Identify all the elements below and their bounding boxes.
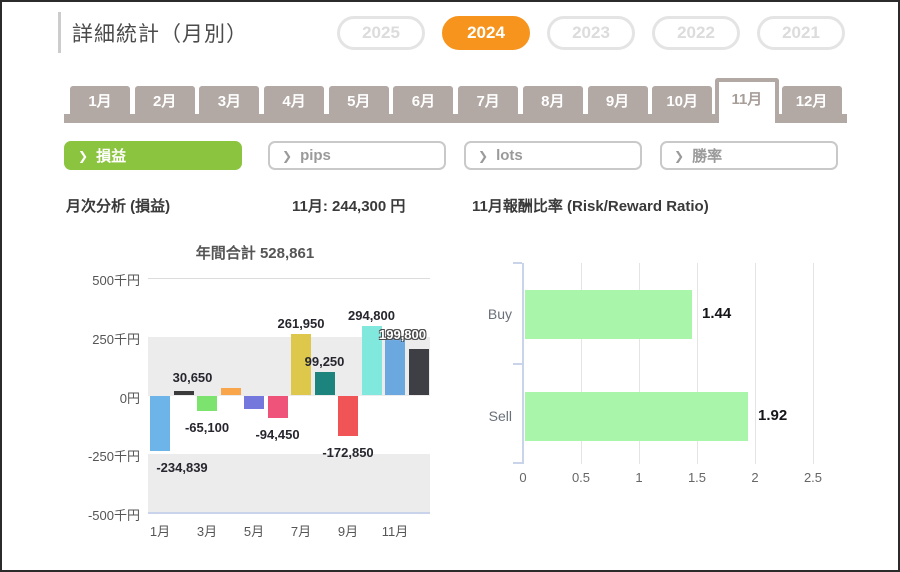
title-accent-bar — [58, 12, 61, 53]
x-axis-label: 9月 — [337, 524, 359, 539]
rr-gridline — [581, 263, 582, 464]
rr-x-axis-label: 2 — [751, 470, 759, 485]
month-tab-5[interactable]: 5月 — [328, 86, 389, 114]
month-tab-3[interactable]: 3月 — [199, 86, 260, 114]
bar-1月 — [150, 395, 170, 451]
y-axis-label: 500千円 — [92, 273, 140, 288]
gridline-500k — [148, 278, 430, 279]
x-axis-label: 1月 — [149, 524, 171, 539]
bar-9月 — [338, 395, 358, 437]
year-pill-2023[interactable]: 2023 — [547, 16, 635, 50]
month-tab-9[interactable]: 9月 — [587, 86, 648, 114]
filter-button-lots[interactable]: ❯ lots — [464, 141, 642, 170]
month-tab-1[interactable]: 1月 — [70, 86, 130, 114]
chevron-right-icon: ❯ — [674, 148, 685, 163]
month-tabs: 1月 2月 3月 4月 5月 6月 7月 8月 9月 10月 11月 12月 — [70, 78, 842, 123]
bar-8月 — [314, 372, 335, 396]
bar-value-label: 30,650 — [172, 370, 213, 386]
year-pill-2022[interactable]: 2022 — [652, 16, 740, 50]
month-tabs-underline — [64, 114, 847, 123]
x-axis-label: 5月 — [243, 524, 265, 539]
risk-reward-chart: 0 0.5 1 1.5 2 2.5 Buy 1.44 Sell 1.92 — [450, 252, 890, 512]
rr-gridline — [813, 263, 814, 464]
y-axis-label: -250千円 — [87, 449, 140, 465]
month-tab-8[interactable]: 8月 — [522, 86, 583, 114]
filter-button-損益[interactable]: ❯ 損益 — [64, 141, 242, 170]
bar-2月 — [173, 390, 194, 396]
annual-total-label: 年間合計 528,861 — [195, 245, 315, 262]
rr-axis-tick — [513, 262, 522, 264]
rr-x-axis-label: 0 — [519, 470, 527, 485]
year-pill-2025[interactable]: 2025 — [337, 16, 425, 50]
y-axis-label: -500千円 — [87, 508, 140, 523]
bar-value-label: -94,450 — [255, 426, 300, 442]
month-tab-11[interactable]: 11月 — [714, 78, 779, 123]
monthly-bar-plot: -234,839 -65,100 30,650 -94,450 261,950 99,25… — [148, 278, 430, 539]
rr-y-axis-line — [522, 263, 524, 464]
month-tab-2[interactable]: 2月 — [134, 86, 195, 114]
bar-value-label: -234,839 — [156, 459, 208, 475]
bar-11月 — [385, 338, 405, 396]
bar-12月 — [408, 348, 429, 396]
rr-gridline — [639, 263, 640, 464]
filter-button-勝率[interactable]: ❯ 勝率 — [660, 141, 838, 170]
page-title: 詳細統計（月別） — [72, 23, 248, 46]
chevron-right-icon: ❯ — [478, 148, 489, 163]
bar-3月 — [197, 395, 217, 411]
bar-value-label: 199,800 — [379, 326, 426, 342]
x-axis-label: 3月 — [196, 524, 218, 539]
rr-category-label: Buy — [487, 306, 512, 322]
rr-category-label: Sell — [488, 408, 512, 424]
month-tab-7[interactable]: 7月 — [458, 86, 519, 114]
rr-gridline — [755, 263, 756, 464]
filter-label: lots — [496, 147, 523, 164]
filter-button-pips[interactable]: ❯ pips — [268, 141, 446, 170]
bar-value-label: 261,950 — [277, 315, 325, 331]
risk-reward-heading: 11月報酬比率 (Risk/Reward Ratio) — [472, 198, 709, 215]
rr-value-label: 1.92 — [758, 407, 788, 424]
month-tab-10[interactable]: 10月 — [652, 86, 713, 114]
rr-bar-sell — [525, 392, 748, 441]
bar-10月 — [361, 326, 382, 396]
year-pill-2024[interactable]: 2024 — [442, 16, 530, 50]
filter-label: 損益 — [96, 148, 127, 165]
bar-value-label: -172,850 — [322, 445, 374, 461]
bar-value-label: 294,800 — [348, 308, 395, 324]
monthly-profit-chart: 年間合計 528,861 500千円 250千円 0円 -250千円 -500千円 -2… — [60, 238, 445, 546]
x-axis-line — [148, 512, 430, 514]
rr-x-axis-label: 2.5 — [803, 470, 823, 485]
band-0-250k — [148, 336, 430, 396]
x-axis-label: 11月 — [381, 524, 409, 539]
x-axis-label: 7月 — [290, 524, 312, 539]
rr-value-label: 1.44 — [702, 305, 732, 322]
bar-value-label: 99,250 — [304, 354, 345, 370]
bar-6月 — [267, 395, 288, 418]
filter-label: pips — [300, 147, 331, 164]
chevron-right-icon: ❯ — [282, 148, 293, 163]
rr-axis-tick — [513, 363, 522, 365]
rr-x-axis-label: 1.5 — [687, 470, 707, 485]
chevron-right-icon: ❯ — [78, 148, 89, 163]
rr-x-axis-label: 0.5 — [571, 470, 591, 485]
rr-axis-tick — [513, 462, 522, 464]
band-minus250-500k — [148, 454, 430, 513]
y-axis-label: 0円 — [119, 390, 140, 406]
bar-4月 — [220, 388, 241, 396]
year-pill-2021[interactable]: 2021 — [757, 16, 845, 50]
month-tab-4[interactable]: 4月 — [264, 86, 325, 114]
selected-month-value: 11月: 244,300 円 — [292, 198, 406, 215]
bar-5月 — [244, 395, 264, 409]
rr-gridline — [697, 263, 698, 464]
monthly-analysis-heading: 月次分析 (損益) — [66, 198, 171, 215]
y-axis-label: 250千円 — [92, 331, 140, 347]
bar-value-label: -65,100 — [184, 419, 230, 435]
rr-bar-buy — [525, 290, 692, 339]
rr-x-axis-label: 1 — [635, 470, 643, 485]
year-selector: 2025 2024 2023 2022 2021 — [337, 16, 845, 50]
filter-label: 勝率 — [692, 148, 723, 165]
month-tab-12[interactable]: 12月 — [781, 86, 842, 114]
bar-7月 — [291, 333, 311, 396]
month-tab-6[interactable]: 6月 — [393, 86, 454, 114]
